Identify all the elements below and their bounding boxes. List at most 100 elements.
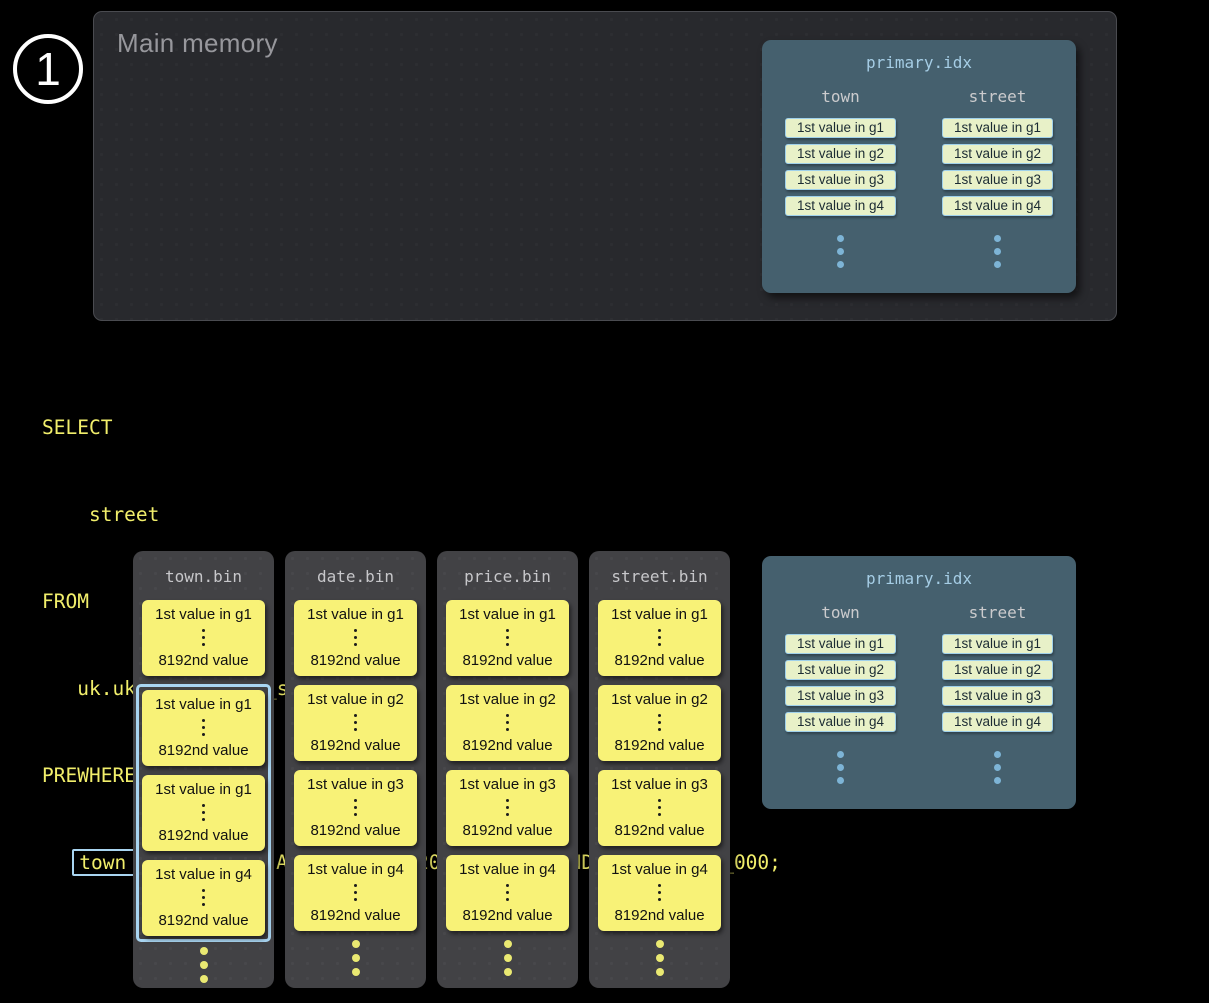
index-column-header: town [821, 87, 860, 106]
primary-index-panel-bottom: primary.idx town 1st value in g1 1st val… [762, 556, 1076, 809]
ellipsis-icon [354, 629, 357, 646]
primary-index-title: primary.idx [866, 569, 972, 588]
granule-last-value: 8192nd value [462, 652, 553, 669]
granule-block: 1st value in g1 8192nd value [294, 600, 417, 676]
granule-first-value: 1st value in g4 [155, 866, 252, 883]
selected-granules-highlight-box: 1st value in g1 8192nd value 1st value i… [136, 684, 271, 942]
granule-last-value: 8192nd value [310, 907, 401, 924]
index-entry: 1st value in g2 [942, 144, 1053, 164]
granule-last-value: 8192nd value [158, 652, 249, 669]
ellipsis-icon [506, 884, 509, 901]
granule-first-value: 1st value in g2 [611, 691, 708, 708]
index-entry: 1st value in g4 [785, 196, 896, 216]
granule-block: 1st value in g2 8192nd value [598, 685, 721, 761]
index-column-town: town 1st value in g1 1st value in g2 1st… [762, 87, 919, 268]
granule-block: 1st value in g4 8192nd value [446, 855, 569, 931]
ellipsis-icon [202, 889, 205, 906]
ellipsis-icon [354, 799, 357, 816]
primary-index-title: primary.idx [866, 53, 972, 72]
granule-block: 1st value in g1 8192nd value [446, 600, 569, 676]
step-1-badge: 1 [13, 34, 83, 104]
granule-block: 1st value in g3 8192nd value [294, 770, 417, 846]
granule-first-value: 1st value in g2 [459, 691, 556, 708]
ellipsis-icon [354, 714, 357, 731]
granule-first-value: 1st value in g1 [307, 606, 404, 623]
granule-block: 1st value in g1 8192nd value [142, 690, 265, 766]
primary-index-panel-top: primary.idx town 1st value in g1 1st val… [762, 40, 1076, 293]
ellipsis-icon [506, 714, 509, 731]
granule-block: 1st value in g3 8192nd value [598, 770, 721, 846]
index-column-header: town [821, 603, 860, 622]
ellipsis-icon [202, 804, 205, 821]
index-entry: 1st value in g3 [785, 686, 896, 706]
granule-first-value: 1st value in g1 [155, 781, 252, 798]
index-entry: 1st value in g2 [942, 660, 1053, 680]
ellipsis-icon [658, 714, 661, 731]
granule-first-value: 1st value in g3 [307, 776, 404, 793]
bin-file-title: town.bin [164, 567, 243, 586]
ellipsis-icon [202, 629, 205, 646]
granule-first-value: 1st value in g1 [155, 696, 252, 713]
granule-last-value: 8192nd value [614, 737, 705, 754]
index-entry: 1st value in g3 [942, 170, 1053, 190]
granule-last-value: 8192nd value [462, 907, 553, 924]
sql-from-keyword: FROM [42, 590, 89, 613]
index-entry: 1st value in g1 [785, 118, 896, 138]
granule-last-value: 8192nd value [158, 827, 249, 844]
ellipsis-icon [658, 884, 661, 901]
granule-first-value: 1st value in g2 [307, 691, 404, 708]
granule-first-value: 1st value in g3 [459, 776, 556, 793]
index-column-header: street [968, 603, 1027, 622]
granule-last-value: 8192nd value [310, 652, 401, 669]
ellipsis-icon [202, 719, 205, 736]
ellipsis-icon [199, 947, 208, 983]
granule-block: 1st value in g1 8192nd value [598, 600, 721, 676]
index-column-town: town 1st value in g1 1st value in g2 1st… [762, 603, 919, 784]
granule-last-value: 8192nd value [310, 822, 401, 839]
index-entry: 1st value in g4 [942, 712, 1053, 732]
granule-block: 1st value in g1 8192nd value [142, 600, 265, 676]
ellipsis-icon [503, 940, 512, 976]
granule-first-value: 1st value in g4 [459, 861, 556, 878]
granule-last-value: 8192nd value [310, 737, 401, 754]
granule-last-value: 8192nd value [158, 742, 249, 759]
index-entry: 1st value in g1 [785, 634, 896, 654]
granule-first-value: 1st value in g4 [307, 861, 404, 878]
sql-select-column: street [42, 503, 160, 526]
bin-file-title: street.bin [611, 567, 708, 586]
index-entry: 1st value in g2 [785, 660, 896, 680]
bin-file-street: street.bin 1st value in g1 8192nd value … [589, 551, 730, 988]
index-entry: 1st value in g3 [785, 170, 896, 190]
granule-last-value: 8192nd value [614, 907, 705, 924]
granule-block: 1st value in g1 8192nd value [142, 775, 265, 851]
index-entry: 1st value in g4 [785, 712, 896, 732]
bin-file-price: price.bin 1st value in g1 8192nd value 1… [437, 551, 578, 988]
index-column-street: street 1st value in g1 1st value in g2 1… [919, 603, 1076, 784]
granule-block: 1st value in g3 8192nd value [446, 770, 569, 846]
ellipsis-icon [354, 884, 357, 901]
granule-block: 1st value in g4 8192nd value [142, 860, 265, 936]
granule-first-value: 1st value in g1 [611, 606, 708, 623]
index-column-header: street [968, 87, 1027, 106]
granule-first-value: 1st value in g1 [155, 606, 252, 623]
ellipsis-icon [351, 940, 360, 976]
ellipsis-icon [506, 799, 509, 816]
ellipsis-icon [837, 751, 844, 784]
main-memory-title: Main memory [117, 28, 278, 58]
index-entry: 1st value in g1 [942, 118, 1053, 138]
index-column-street: street 1st value in g1 1st value in g2 1… [919, 87, 1076, 268]
index-entry: 1st value in g2 [785, 144, 896, 164]
ellipsis-icon [994, 235, 1001, 268]
sql-prewhere-keyword: PREWHERE [42, 764, 136, 787]
granule-last-value: 8192nd value [614, 822, 705, 839]
granule-last-value: 8192nd value [614, 652, 705, 669]
index-entry: 1st value in g1 [942, 634, 1053, 654]
granule-last-value: 8192nd value [158, 912, 249, 929]
index-entry: 1st value in g4 [942, 196, 1053, 216]
ellipsis-icon [658, 799, 661, 816]
ellipsis-icon [994, 751, 1001, 784]
ellipsis-icon [658, 629, 661, 646]
bin-file-date: date.bin 1st value in g1 8192nd value 1s… [285, 551, 426, 988]
granule-first-value: 1st value in g3 [611, 776, 708, 793]
bin-file-town: town.bin 1st value in g1 8192nd value 1s… [133, 551, 274, 988]
